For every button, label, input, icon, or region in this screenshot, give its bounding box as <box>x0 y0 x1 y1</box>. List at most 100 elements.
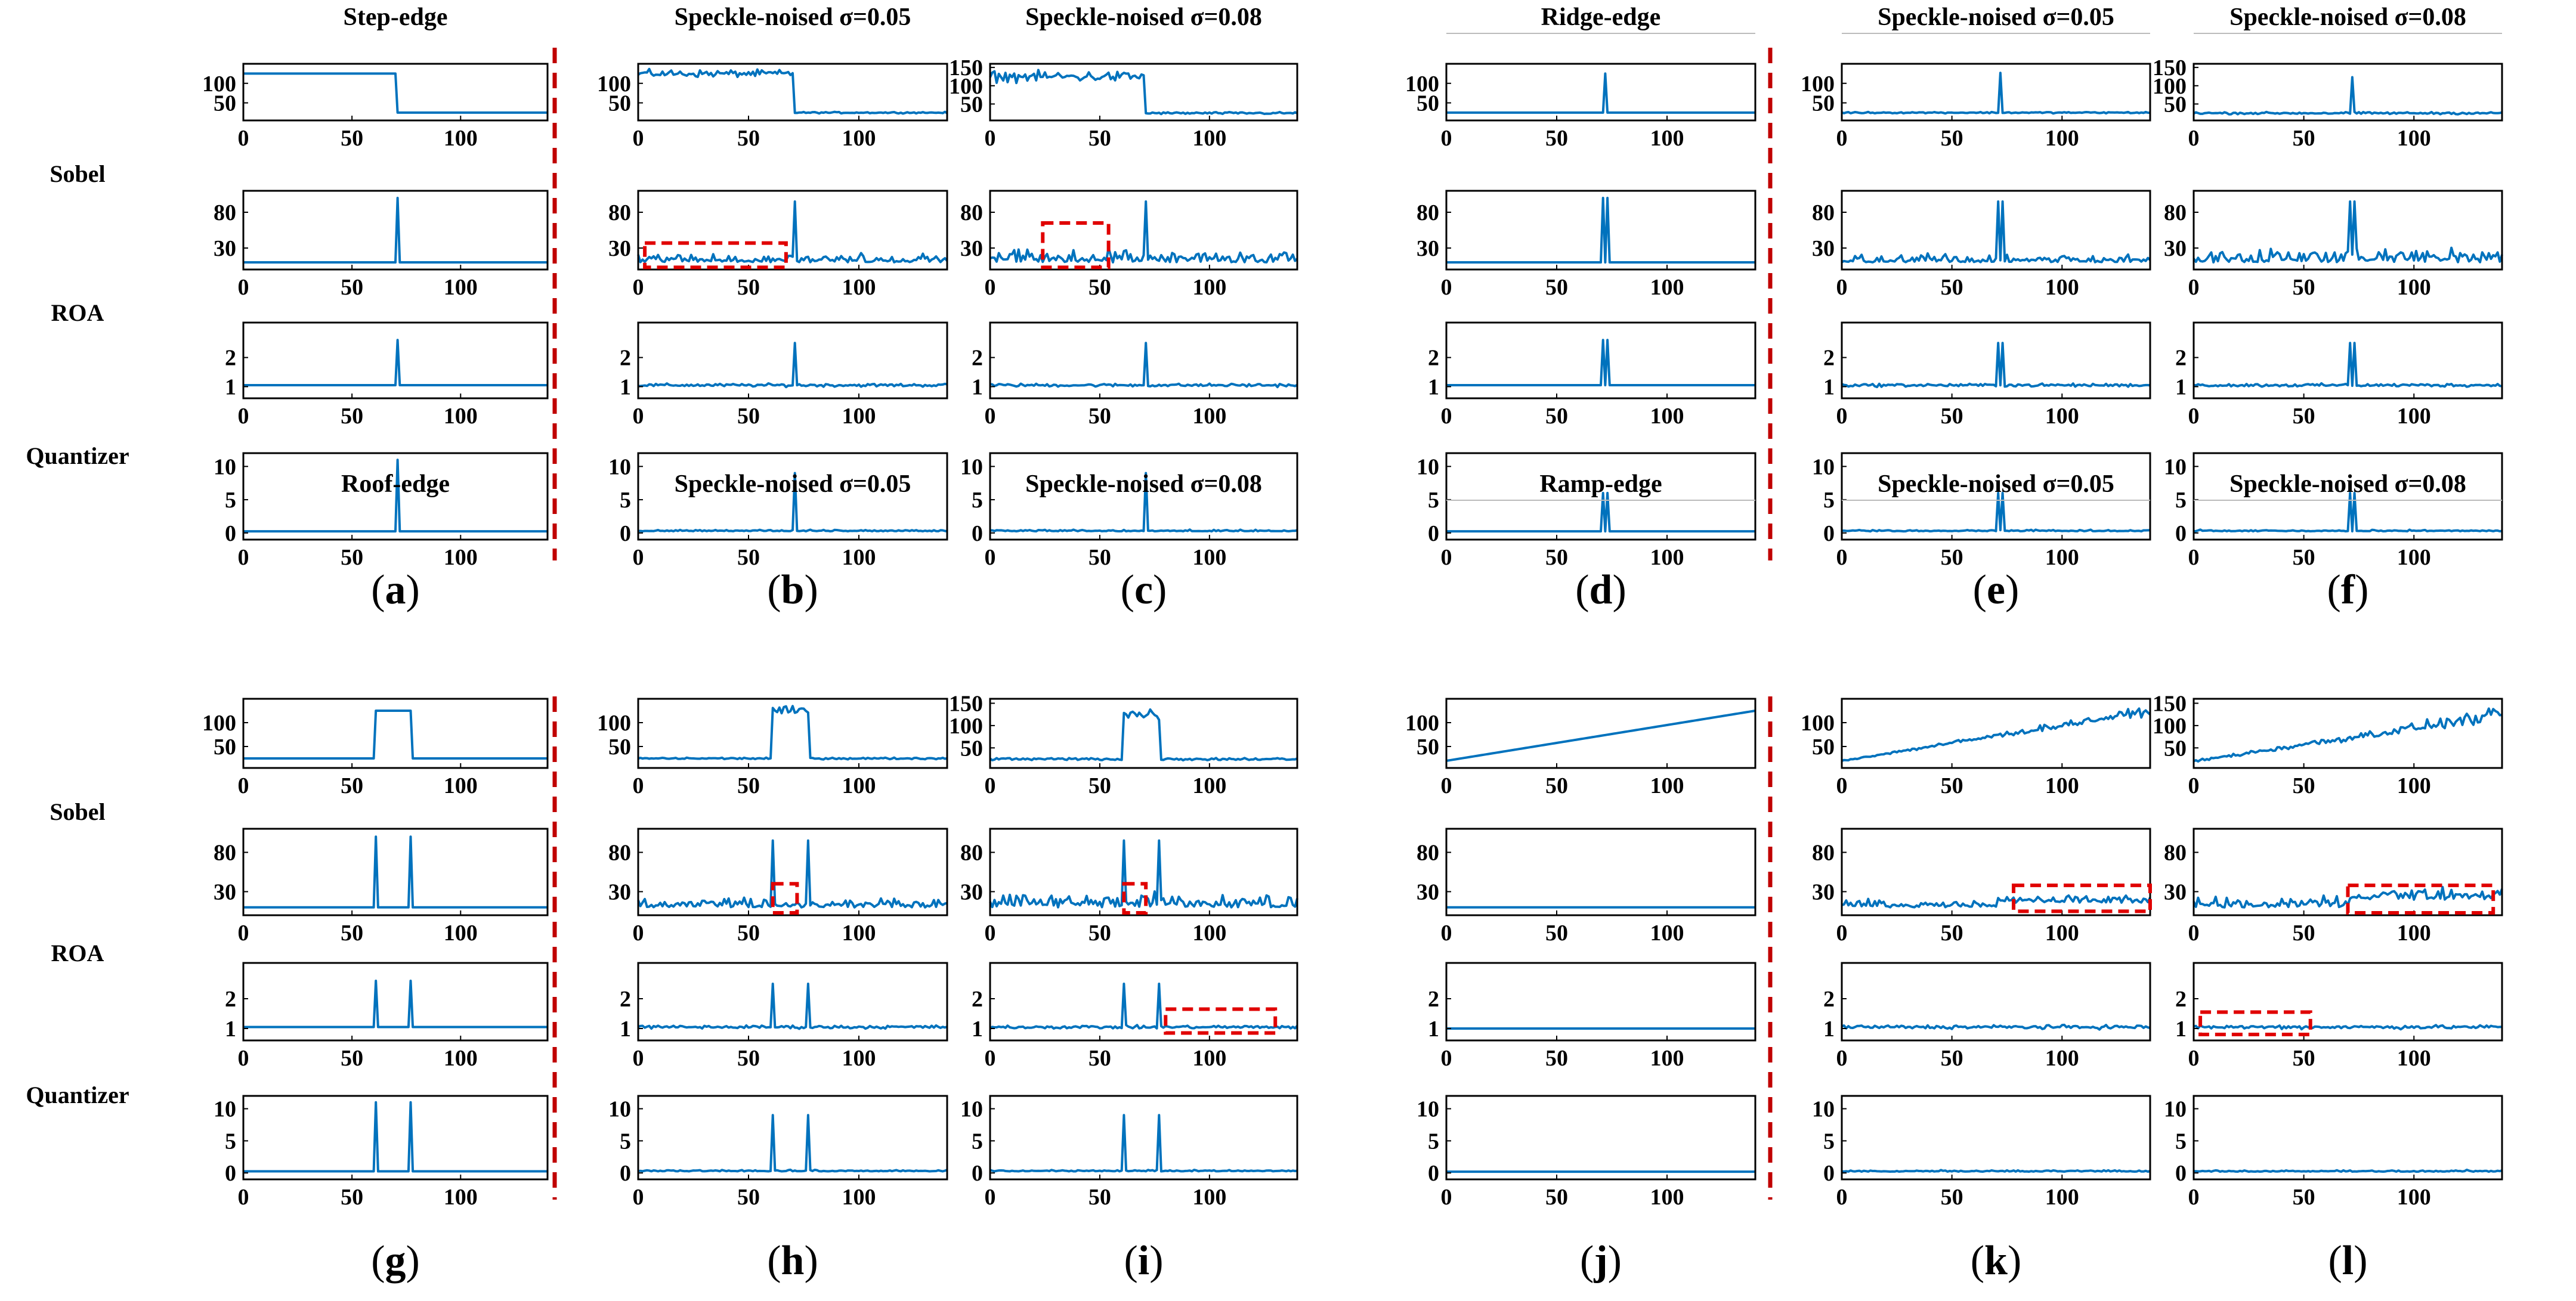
x-tick-label: 50 <box>737 404 760 429</box>
axes-box <box>1445 63 1756 122</box>
panel-title: Speckle-noised σ=0.08 <box>1025 470 1262 498</box>
y-tick-label: 2 <box>1428 987 1439 1012</box>
series-line <box>989 200 1298 264</box>
x-tick-label: 50 <box>737 773 760 798</box>
panel-label: (f) <box>2327 567 2369 613</box>
y-tick-label: 150 <box>2153 691 2187 716</box>
y-tick-label: 2 <box>1823 346 1835 371</box>
axes-box <box>1445 698 1756 769</box>
x-tick-label: 50 <box>737 126 760 151</box>
series-line <box>638 1114 948 1173</box>
y-tick-label: 1 <box>1823 374 1835 399</box>
x-tick-label: 100 <box>1192 275 1226 300</box>
x-tick-label: 100 <box>842 1046 876 1071</box>
y-tick-label: 100 <box>202 711 236 736</box>
axes-box <box>2192 321 2503 399</box>
x-tick-label: 100 <box>2045 545 2079 570</box>
x-tick-label: 0 <box>1836 275 1848 300</box>
series-line <box>2192 200 2503 264</box>
subplot-quantizer: 0 50 100 0 5 10 <box>960 1095 1298 1210</box>
x-tick-label: 0 <box>633 126 644 151</box>
x-tick-label: 100 <box>1192 126 1226 151</box>
y-tick-label: 5 <box>1428 488 1439 513</box>
y-tick-label: 1 <box>972 1017 983 1042</box>
series-line <box>989 1114 1298 1173</box>
axes-box <box>242 321 549 399</box>
subplot-roa: 0 50 100 1 2 <box>2175 962 2503 1071</box>
highlight-box <box>2346 883 2495 915</box>
y-tick-label: 50 <box>1417 91 1439 116</box>
subplot-quantizer: 0 50 100 0 5 10 <box>1417 1095 1756 1210</box>
x-tick-label: 50 <box>2293 1185 2315 1210</box>
x-tick-label: 50 <box>1545 773 1568 798</box>
x-tick-label: 50 <box>1088 126 1111 151</box>
x-tick-label: 100 <box>2397 404 2431 429</box>
y-tick-label: 30 <box>1812 236 1835 261</box>
subplot-sobel: 0 50 100 30 80 <box>2164 190 2503 300</box>
axes-box <box>637 452 948 541</box>
axes-box <box>1841 63 2151 122</box>
subplot-sobel: 0 50 100 30 80 <box>960 828 1298 946</box>
series-line <box>637 67 948 115</box>
subplot-roa: 0 50 100 1 2 <box>620 321 948 429</box>
x-tick-label: 50 <box>1941 773 1963 798</box>
axes-box <box>989 698 1298 769</box>
x-tick-label: 100 <box>2045 404 2079 429</box>
x-tick-label: 100 <box>2397 1185 2431 1210</box>
y-tick-label: 10 <box>960 1097 983 1122</box>
x-tick-label: 100 <box>1192 545 1226 570</box>
y-tick-label: 50 <box>1812 91 1835 116</box>
x-tick-label: 50 <box>2293 1046 2315 1071</box>
series-line <box>989 69 1298 116</box>
axes-box <box>242 962 549 1042</box>
axes-box <box>989 962 1298 1042</box>
x-tick-label: 0 <box>2188 1185 2200 1210</box>
row-label-quantizer: Quantizer <box>26 442 129 469</box>
series-line <box>1446 491 1755 533</box>
x-tick-label: 100 <box>1192 773 1226 798</box>
series-line <box>638 472 948 532</box>
x-tick-label: 50 <box>1941 921 1963 946</box>
x-tick-label: 50 <box>737 545 760 570</box>
subplot-quantizer: 0 50 100 0 5 10 <box>1812 452 2151 570</box>
axes-box <box>2192 962 2503 1042</box>
subplot-sobel: 0 50 100 30 80 <box>960 190 1298 300</box>
series-line <box>989 839 1298 909</box>
y-tick-label: 2 <box>2175 987 2187 1012</box>
y-tick-label: 80 <box>1812 200 1835 225</box>
panel-label: (g) <box>371 1238 420 1284</box>
y-tick-label: 50 <box>608 735 631 760</box>
y-tick-label: 150 <box>949 691 983 716</box>
x-tick-label: 0 <box>2188 773 2200 798</box>
axes-box <box>2192 452 2503 541</box>
x-tick-label: 0 <box>238 1185 249 1210</box>
panel-title: Speckle-noised σ=0.05 <box>675 4 911 31</box>
y-tick-label: 50 <box>960 736 983 761</box>
y-tick-label: 30 <box>960 236 983 261</box>
x-tick-label: 50 <box>1545 545 1568 570</box>
series-line <box>989 708 1298 762</box>
x-tick-label: 0 <box>633 404 644 429</box>
panel-label: (e) <box>1973 567 2020 613</box>
x-tick-label: 100 <box>842 404 876 429</box>
y-tick-label: 50 <box>1812 735 1835 760</box>
panel-title: Speckle-noised σ=0.08 <box>1025 4 1262 31</box>
panel-title: Roof-edge <box>341 470 450 498</box>
y-tick-label: 150 <box>949 55 983 80</box>
x-tick-label: 0 <box>2188 921 2200 946</box>
series-line <box>1446 710 1756 762</box>
x-tick-label: 0 <box>985 1185 996 1210</box>
x-tick-label: 100 <box>444 773 478 798</box>
axes-box <box>1445 828 1756 916</box>
x-tick-label: 50 <box>1088 404 1111 429</box>
y-tick-label: 5 <box>2175 488 2187 513</box>
y-tick-label: 80 <box>960 841 983 866</box>
panel-label: (j) <box>1580 1238 1622 1284</box>
